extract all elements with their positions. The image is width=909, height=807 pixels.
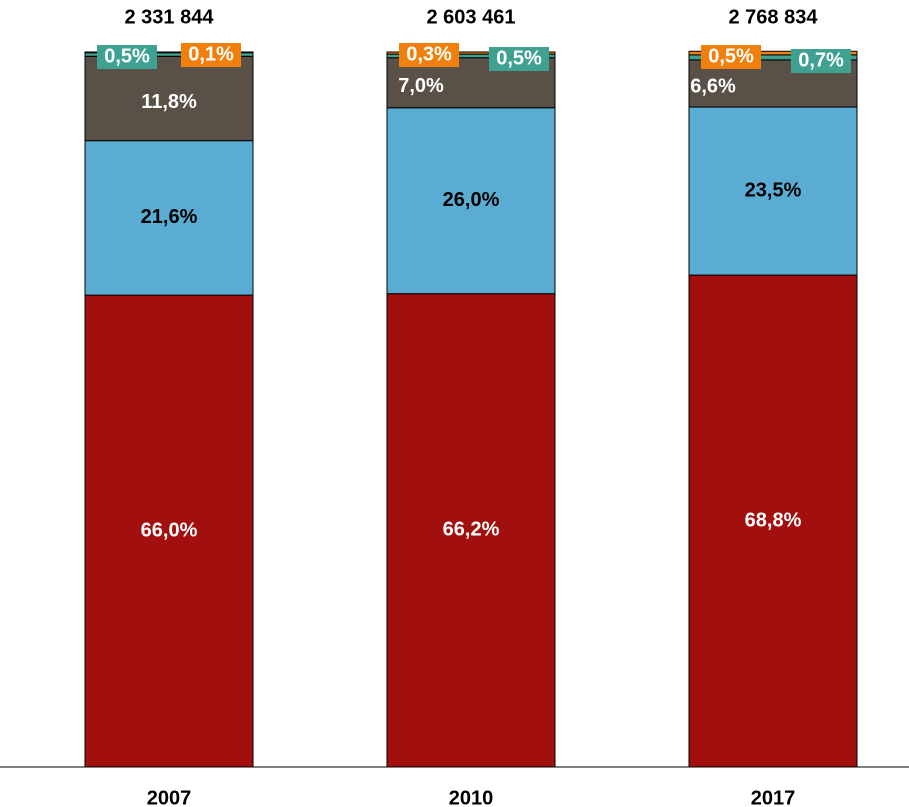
value-label: 21,6% bbox=[141, 206, 198, 228]
value-label: 0,3% bbox=[406, 43, 452, 65]
value-label: 0,7% bbox=[798, 49, 844, 71]
value-label: 7,0% bbox=[398, 75, 444, 97]
bar-segment bbox=[688, 50, 858, 56]
value-label-box bbox=[97, 45, 157, 69]
value-label: 26,0% bbox=[443, 189, 500, 211]
value-label-box bbox=[791, 49, 851, 73]
bar-segment bbox=[386, 293, 556, 768]
bar-segment bbox=[84, 294, 254, 768]
value-label: 0,5% bbox=[496, 47, 542, 69]
value-label: 0,5% bbox=[708, 45, 754, 67]
x-tick-label: 2007 bbox=[147, 787, 192, 807]
total-label: 2 768 834 bbox=[729, 6, 819, 28]
bar-segment bbox=[386, 51, 556, 55]
value-label-box bbox=[489, 47, 549, 71]
value-label-box bbox=[181, 43, 241, 67]
value-label-box bbox=[701, 45, 761, 69]
bar-segment bbox=[688, 274, 858, 768]
bar-segment bbox=[84, 51, 254, 54]
x-tick-label: 2017 bbox=[751, 787, 796, 807]
bar-segment bbox=[688, 106, 858, 276]
value-label: 66,2% bbox=[443, 519, 500, 541]
total-label: 2 331 844 bbox=[125, 6, 215, 28]
value-label: 23,5% bbox=[745, 179, 802, 201]
value-label: 6,6% bbox=[690, 76, 736, 98]
value-label: 11,8% bbox=[141, 91, 197, 113]
bar-segment bbox=[386, 107, 556, 295]
value-label: 0,1% bbox=[188, 43, 234, 65]
x-tick-label: 2010 bbox=[449, 787, 494, 807]
value-label: 68,8% bbox=[745, 509, 802, 531]
value-label-box bbox=[399, 43, 459, 67]
value-label: 0,5% bbox=[104, 45, 150, 67]
value-label: 66,0% bbox=[141, 519, 198, 541]
total-label: 2 603 461 bbox=[427, 6, 516, 28]
bar-segment bbox=[84, 140, 254, 296]
